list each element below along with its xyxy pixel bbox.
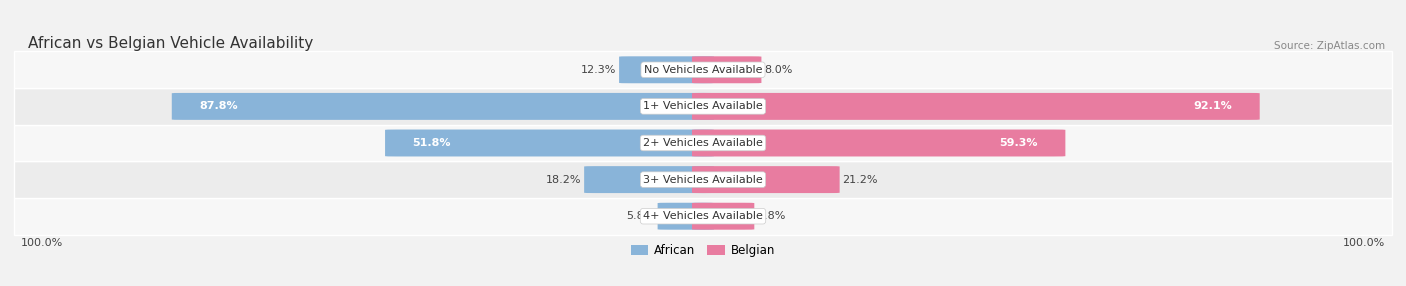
FancyBboxPatch shape: [619, 56, 714, 83]
Legend: African, Belgian: African, Belgian: [626, 239, 780, 262]
Text: 3+ Vehicles Available: 3+ Vehicles Available: [643, 175, 763, 184]
Text: 5.8%: 5.8%: [627, 211, 655, 221]
FancyBboxPatch shape: [385, 130, 714, 156]
Text: 21.2%: 21.2%: [842, 175, 877, 184]
FancyBboxPatch shape: [692, 166, 839, 193]
FancyBboxPatch shape: [692, 203, 754, 230]
Text: 51.8%: 51.8%: [412, 138, 451, 148]
Text: 12.3%: 12.3%: [581, 65, 616, 75]
Text: 8.0%: 8.0%: [765, 65, 793, 75]
Text: 2+ Vehicles Available: 2+ Vehicles Available: [643, 138, 763, 148]
Bar: [14, 198, 1392, 235]
Text: 100.0%: 100.0%: [21, 238, 63, 248]
Text: 100.0%: 100.0%: [1343, 238, 1385, 248]
Text: 59.3%: 59.3%: [1000, 138, 1038, 148]
Text: 1+ Vehicles Available: 1+ Vehicles Available: [643, 102, 763, 111]
Text: 18.2%: 18.2%: [546, 175, 582, 184]
Text: 92.1%: 92.1%: [1194, 102, 1232, 111]
Bar: [14, 51, 1392, 88]
FancyBboxPatch shape: [658, 203, 714, 230]
FancyBboxPatch shape: [172, 93, 714, 120]
Bar: [14, 161, 1392, 198]
FancyBboxPatch shape: [692, 56, 762, 83]
Bar: [14, 125, 1392, 161]
FancyBboxPatch shape: [583, 166, 714, 193]
Text: 87.8%: 87.8%: [200, 102, 238, 111]
Text: 6.8%: 6.8%: [756, 211, 786, 221]
FancyBboxPatch shape: [692, 93, 1260, 120]
Text: African vs Belgian Vehicle Availability: African vs Belgian Vehicle Availability: [28, 37, 314, 51]
Bar: [14, 88, 1392, 125]
FancyBboxPatch shape: [692, 130, 1066, 156]
Text: Source: ZipAtlas.com: Source: ZipAtlas.com: [1274, 41, 1385, 51]
Text: No Vehicles Available: No Vehicles Available: [644, 65, 762, 75]
Text: 4+ Vehicles Available: 4+ Vehicles Available: [643, 211, 763, 221]
